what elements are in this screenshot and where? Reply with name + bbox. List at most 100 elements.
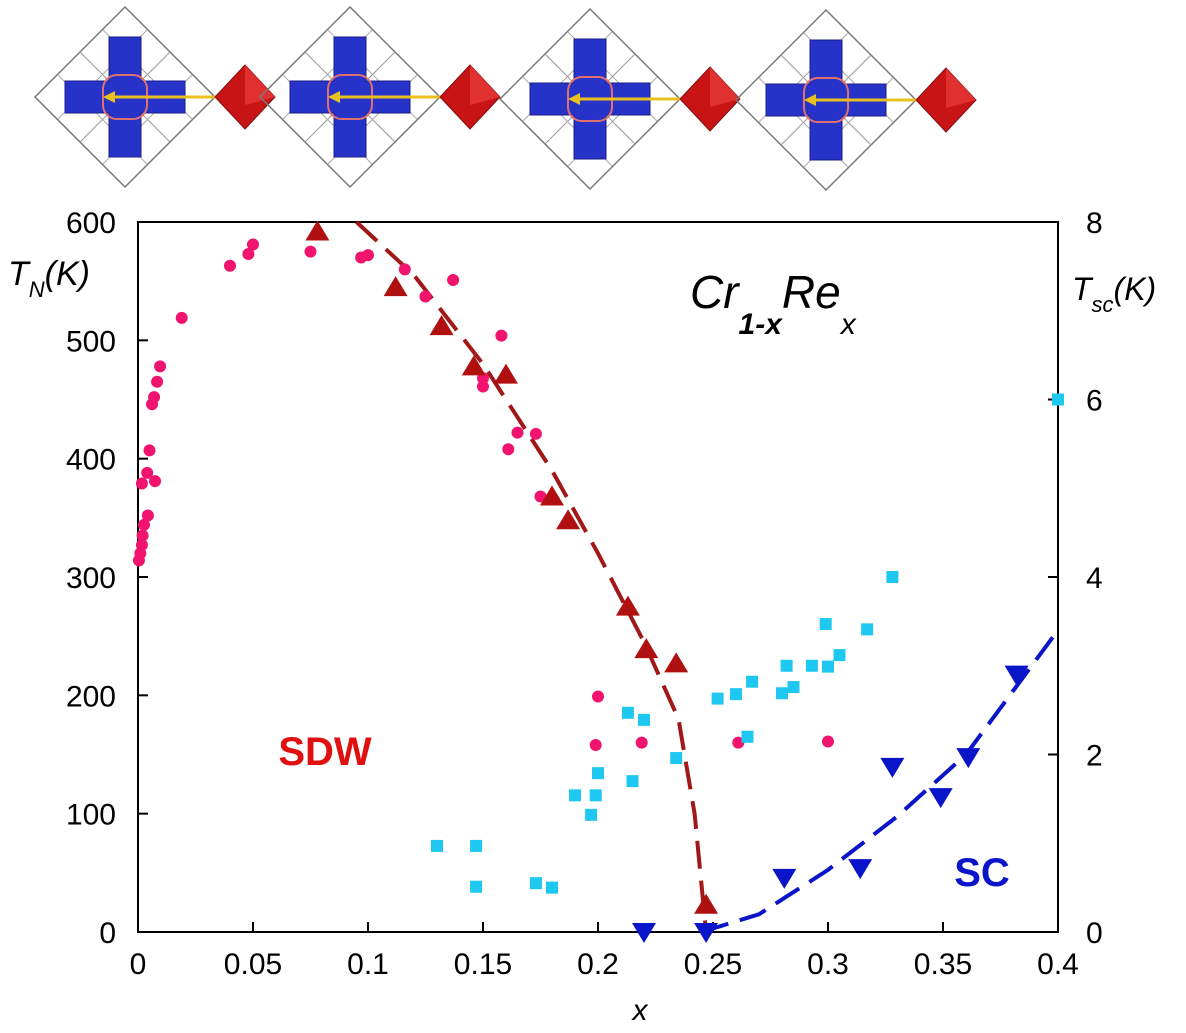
- fit-line: [700, 629, 1060, 934]
- x-axis-label: x: [631, 994, 649, 1027]
- x-tick-label: 0.4: [1037, 948, 1079, 981]
- data-point: [730, 688, 742, 701]
- x-tick-label: 0.3: [807, 948, 849, 981]
- data-point: [149, 475, 162, 488]
- annotation: SDW: [278, 730, 372, 774]
- data-point: [495, 329, 508, 342]
- data-point: [822, 660, 834, 673]
- data-point: [694, 923, 719, 943]
- data-point: [635, 736, 648, 749]
- data-point: [626, 775, 639, 788]
- y2-tick-label: 6: [1086, 385, 1103, 418]
- data-point: [556, 509, 581, 530]
- data-point: [822, 735, 834, 748]
- y-tick-label: 200: [66, 680, 116, 713]
- data-point: [833, 649, 846, 662]
- x-tick-label: 0.1: [347, 948, 389, 981]
- x-tick-label: 0.05: [224, 948, 282, 981]
- data-point: [848, 859, 873, 880]
- structure-images: [33, 5, 978, 192]
- data-point: [470, 880, 483, 893]
- data-point: [511, 426, 524, 439]
- y2-tick-label: 0: [1086, 917, 1103, 950]
- data-point: [741, 730, 754, 743]
- x-tick-label: 0.2: [577, 948, 619, 981]
- x-tick-label: 0.35: [914, 948, 972, 981]
- data-point: [956, 748, 981, 769]
- data-point: [242, 247, 255, 260]
- data-point: [928, 788, 953, 809]
- data-point: [429, 315, 454, 336]
- x-tick-label: 0.15: [454, 948, 512, 981]
- y-tick-label: 500: [66, 325, 116, 358]
- x-tick-label: 0.25: [684, 948, 742, 981]
- data-point: [529, 877, 542, 890]
- data-point: [151, 375, 164, 388]
- data-point: [305, 220, 330, 241]
- data-point: [247, 238, 259, 251]
- data-point: [589, 789, 602, 802]
- data-point: [447, 273, 460, 286]
- data-point: [776, 687, 788, 700]
- data-point: [880, 757, 905, 778]
- data-point: [585, 808, 598, 821]
- data-point: [780, 659, 793, 672]
- data-point: [470, 839, 483, 852]
- data-point: [362, 249, 374, 262]
- data-point: [772, 868, 797, 889]
- y2-tick-label: 2: [1086, 740, 1103, 773]
- data-point: [694, 893, 719, 914]
- data-point: [534, 490, 547, 503]
- data-point: [819, 618, 832, 631]
- data-point: [634, 638, 659, 659]
- data-point: [154, 360, 167, 373]
- y-tick-label: 300: [66, 562, 116, 595]
- data-point: [502, 443, 515, 456]
- y-axis-label: TN(K): [8, 255, 90, 302]
- data-point: [135, 477, 148, 490]
- y-tick-label: 600: [66, 207, 116, 240]
- y2-tick-label: 8: [1086, 207, 1103, 240]
- x-tick-label: 0: [130, 948, 147, 981]
- data-point: [805, 659, 818, 672]
- data-point: [621, 706, 634, 719]
- data-point: [592, 767, 604, 780]
- fit-line: [355, 220, 709, 933]
- data-point: [494, 363, 518, 384]
- data-point: [143, 444, 156, 457]
- y2-tick-label: 4: [1086, 562, 1103, 595]
- data-point: [431, 839, 443, 852]
- y2-axis-label: Tsc(K): [1072, 271, 1156, 317]
- data-point: [546, 881, 558, 894]
- data-point: [589, 739, 602, 752]
- data-point: [861, 623, 874, 636]
- data-point: [664, 652, 689, 673]
- data-point: [419, 290, 432, 303]
- y-tick-label: 100: [66, 799, 116, 832]
- data-point: [615, 595, 640, 616]
- data-point: [175, 311, 188, 324]
- data-point: [477, 380, 489, 393]
- data-point: [569, 789, 581, 802]
- y-tick-label: 0: [99, 917, 116, 950]
- data-point: [398, 263, 411, 276]
- data-point: [1004, 665, 1029, 686]
- data-point: [632, 923, 656, 943]
- data-point: [732, 736, 745, 749]
- data-point: [592, 690, 604, 703]
- data-point: [148, 391, 161, 404]
- data-point: [787, 681, 800, 694]
- data-point: [383, 276, 408, 297]
- data-point: [529, 427, 542, 440]
- data-point: [135, 539, 148, 552]
- chart-title: Cr1-xRex: [690, 266, 857, 341]
- annotation: SC: [954, 851, 1010, 895]
- data-point: [638, 713, 650, 726]
- data-point: [304, 245, 317, 258]
- plot-frame: [137, 221, 1059, 933]
- data-point: [141, 466, 154, 479]
- data-point: [1052, 393, 1064, 406]
- y-tick-label: 400: [66, 444, 116, 477]
- data-point: [746, 675, 759, 688]
